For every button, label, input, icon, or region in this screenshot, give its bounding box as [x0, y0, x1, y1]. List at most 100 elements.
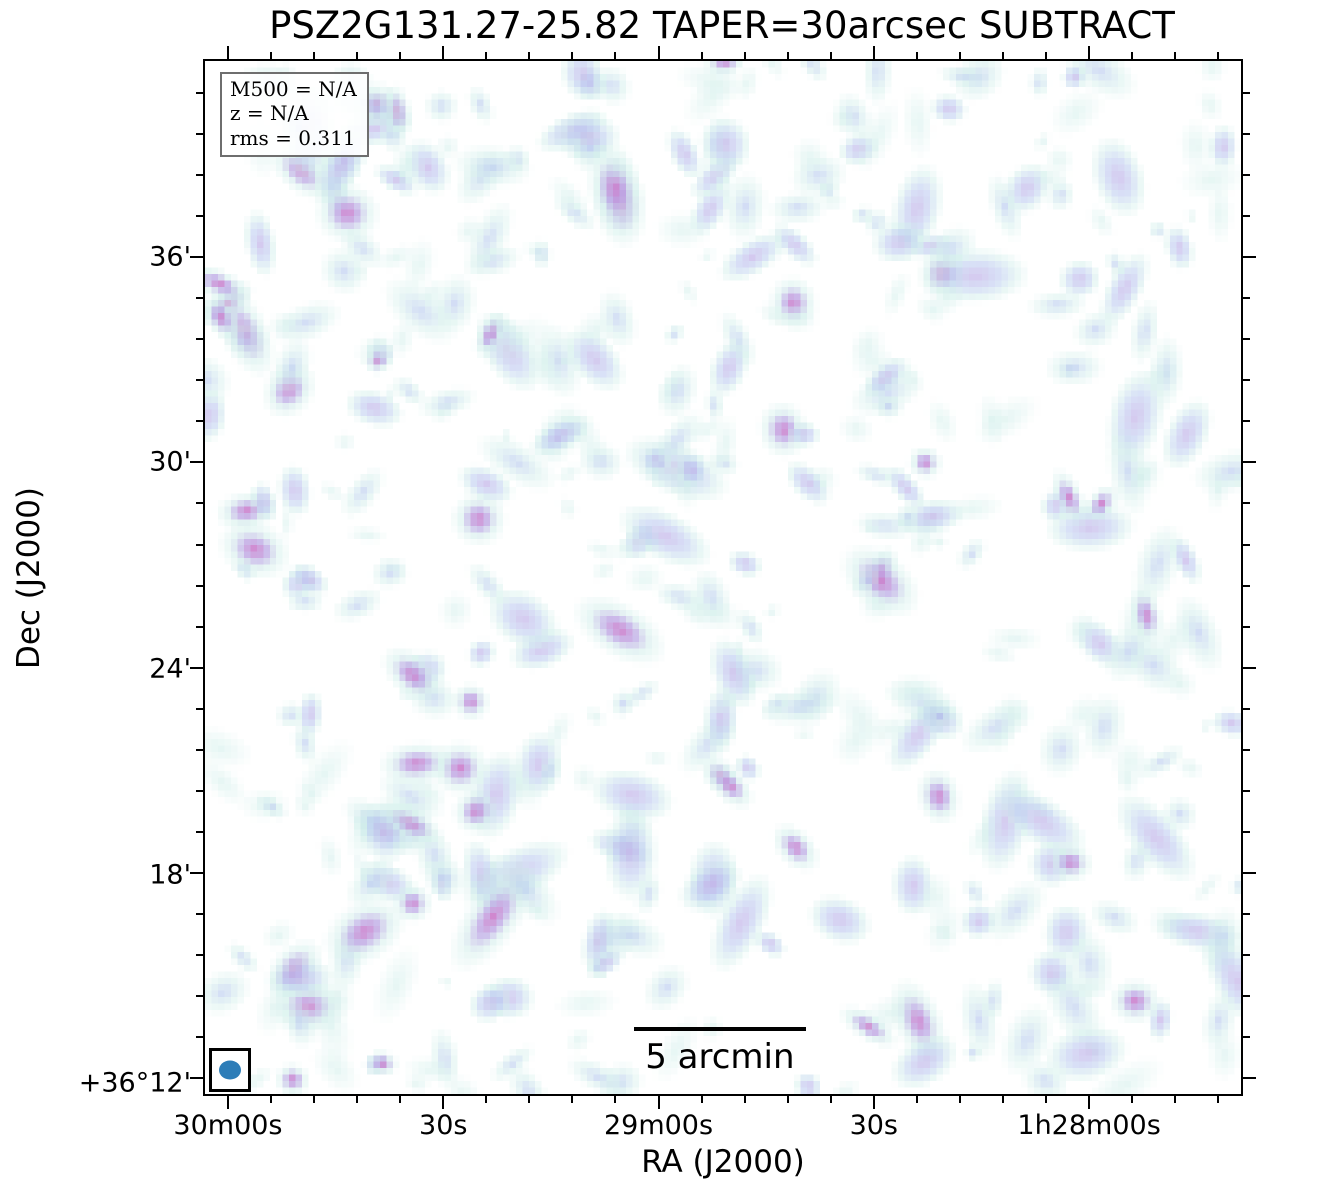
x-tick-minor: [1174, 1096, 1177, 1103]
x-tick-minor: [485, 52, 488, 59]
annotation-line-z: z = N/A: [230, 101, 309, 126]
x-tick-minor: [915, 52, 918, 59]
y-tick-minor: [1243, 132, 1250, 135]
x-tick-minor: [399, 1096, 402, 1103]
x-tick-minor: [786, 52, 789, 59]
beam-ellipse-icon: [219, 1060, 241, 1080]
y-tick-minor: [1243, 543, 1250, 546]
y-tick-minor: [196, 132, 203, 135]
scale-bar-label: 5 arcmin: [645, 1036, 795, 1077]
y-tick-major: [1243, 256, 1256, 259]
x-tick-major: [1088, 1096, 1091, 1109]
x-tick-minor: [829, 52, 832, 59]
y-tick-minor: [1243, 215, 1250, 217]
y-tick-minor: [1243, 173, 1250, 176]
x-tick-minor: [270, 1096, 273, 1103]
y-tick-minor: [1243, 338, 1250, 341]
y-tick-minor: [196, 995, 203, 998]
y-tick-major: [190, 1077, 203, 1080]
beam-box: [209, 1048, 251, 1092]
x-tick-minor: [1217, 1096, 1220, 1103]
x-tick-minor: [356, 52, 359, 59]
x-tick-minor: [528, 1096, 531, 1103]
scale-bar: [633, 1026, 807, 1031]
y-tick-minor: [196, 173, 203, 176]
y-tick-minor: [196, 1036, 203, 1039]
y-tick-minor: [1243, 995, 1250, 998]
y-tick-minor: [196, 748, 203, 751]
x-tick-minor: [700, 1096, 703, 1103]
x-tick-label: 1h28m00s: [1017, 1110, 1161, 1141]
x-tick-minor: [614, 1096, 617, 1103]
y-tick-label: 18': [149, 859, 191, 891]
y-tick-minor: [196, 502, 203, 505]
y-tick-minor: [1243, 584, 1250, 587]
x-tick-major: [226, 1096, 229, 1109]
y-tick-major: [190, 872, 203, 875]
y-tick-minor: [1243, 748, 1250, 751]
x-tick-minor: [313, 1096, 316, 1103]
x-tick-minor: [399, 52, 402, 59]
y-tick-major: [190, 461, 203, 464]
y-tick-minor: [196, 584, 203, 587]
x-tick-minor: [1001, 52, 1004, 59]
x-tick-minor: [915, 1096, 918, 1103]
y-tick-minor: [196, 338, 203, 341]
x-tick-minor: [1045, 1096, 1048, 1103]
y-tick-minor: [196, 830, 203, 833]
y-tick-minor: [1243, 379, 1250, 382]
y-tick-minor: [196, 543, 203, 546]
y-tick-minor: [196, 789, 203, 792]
x-tick-label: 30s: [849, 1110, 899, 1141]
x-tick-minor: [485, 1096, 488, 1103]
y-axis-title: Dec (J2000): [11, 486, 47, 669]
x-tick-minor: [958, 1096, 961, 1103]
y-tick-major: [1243, 872, 1256, 875]
y-tick-minor: [1243, 830, 1250, 833]
x-tick-minor: [786, 1096, 789, 1103]
x-tick-major: [442, 1096, 445, 1109]
x-tick-minor: [1131, 1096, 1134, 1103]
x-tick-minor: [1174, 52, 1177, 59]
y-tick-minor: [196, 913, 203, 916]
annotation-box: M500 = N/A z = N/A rms = 0.311: [220, 72, 369, 158]
x-tick-minor: [1131, 52, 1134, 59]
chart-title: PSZ2G131.27-25.82 TAPER=30arcsec SUBTRAC…: [269, 4, 1175, 47]
y-tick-major: [1243, 1077, 1256, 1080]
y-tick-minor: [196, 215, 203, 217]
y-tick-minor: [196, 91, 203, 94]
y-tick-minor: [196, 625, 203, 628]
y-tick-minor: [196, 379, 203, 382]
y-tick-minor: [1243, 420, 1250, 423]
y-tick-major: [1243, 461, 1256, 464]
x-tick-major: [657, 46, 660, 59]
noise-map-canvas: [205, 61, 1241, 1094]
x-tick-minor: [700, 52, 703, 59]
y-tick-minor: [1243, 625, 1250, 628]
x-tick-minor: [571, 1096, 574, 1103]
x-tick-major: [226, 46, 229, 59]
x-tick-major: [872, 1096, 875, 1109]
y-tick-minor: [1243, 1036, 1250, 1039]
y-tick-minor: [196, 707, 203, 710]
x-tick-minor: [829, 1096, 832, 1103]
x-tick-minor: [356, 1096, 359, 1103]
x-tick-minor: [1001, 1096, 1004, 1103]
y-tick-major: [190, 666, 203, 669]
y-tick-minor: [196, 954, 203, 957]
x-tick-minor: [313, 52, 316, 59]
x-tick-minor: [528, 52, 531, 59]
x-tick-major: [1088, 46, 1091, 59]
x-tick-minor: [1045, 52, 1048, 59]
y-tick-label: 36': [149, 241, 191, 273]
x-tick-major: [442, 46, 445, 59]
y-tick-minor: [1243, 913, 1250, 916]
annotation-line-m500: M500 = N/A: [230, 77, 357, 101]
plot-area: 30m00s 30s 29m00s 30s 1h28m00s 36' 30' 24' 18' +…: [11, 46, 1256, 1180]
x-tick-minor: [958, 52, 961, 59]
y-tick-label: +36°12': [78, 1067, 191, 1099]
annotation-line-rms: rms = 0.311: [230, 125, 356, 150]
x-tick-minor: [571, 52, 574, 59]
y-tick-minor: [1243, 707, 1250, 710]
